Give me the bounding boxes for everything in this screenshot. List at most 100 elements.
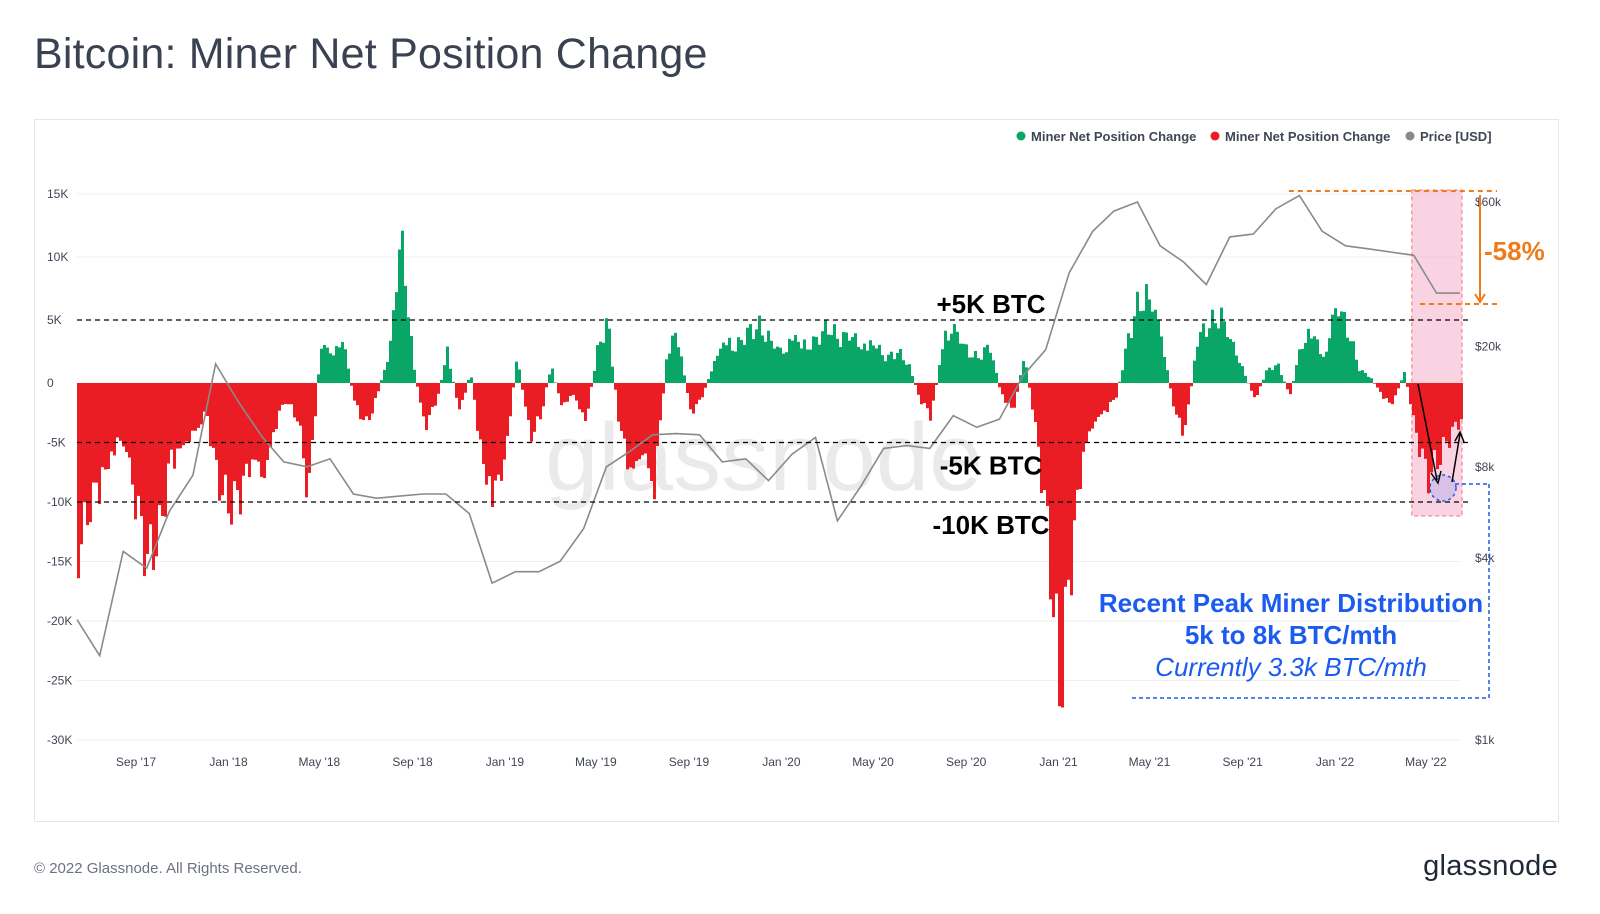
net-position-bar xyxy=(731,350,734,383)
net-position-bar xyxy=(1172,383,1175,407)
net-position-bar xyxy=(284,383,287,405)
net-position-bar xyxy=(1067,383,1070,580)
net-position-bar xyxy=(944,330,947,383)
net-position-bar xyxy=(1454,383,1457,422)
x-axis-labels: Sep '17 Jan '18 May '18 Sep '18 Jan '19 May '… xyxy=(116,755,1447,769)
net-position-bar xyxy=(539,383,542,420)
right-axis-tick: $4k xyxy=(1475,551,1495,565)
net-position-bar xyxy=(1139,311,1142,383)
net-position-bar xyxy=(1316,339,1319,383)
net-position-bar xyxy=(377,383,380,392)
net-position-bar xyxy=(263,383,266,479)
net-position-bar xyxy=(452,381,455,383)
net-position-bar xyxy=(104,383,107,470)
net-position-bar xyxy=(749,324,752,383)
net-position-bar xyxy=(920,383,923,405)
net-position-bar xyxy=(764,341,767,383)
net-position-bar xyxy=(179,383,182,449)
net-position-bar xyxy=(428,383,431,416)
net-position-bar xyxy=(869,340,872,383)
net-position-bar xyxy=(509,383,512,417)
net-position-bar xyxy=(1286,383,1289,390)
up-arrowhead xyxy=(1454,430,1465,443)
net-position-bar xyxy=(824,320,827,383)
net-position-bar xyxy=(1121,370,1124,383)
net-position-bar xyxy=(1322,356,1325,383)
net-position-bar xyxy=(356,383,359,406)
net-position-bar xyxy=(242,383,245,476)
net-position-bar xyxy=(401,230,404,383)
watermark: glassnode xyxy=(545,404,983,511)
net-position-bar xyxy=(413,369,416,383)
net-position-bar xyxy=(1058,383,1061,707)
net-position-bar xyxy=(722,342,725,383)
net-position-bar xyxy=(278,383,281,411)
net-position-bar xyxy=(107,383,110,470)
net-position-bar xyxy=(344,349,347,383)
net-position-bar xyxy=(1259,383,1262,387)
net-position-bar xyxy=(1397,383,1400,389)
net-position-bar xyxy=(116,383,119,438)
net-position-bar xyxy=(422,383,425,417)
net-position-bar xyxy=(755,329,758,383)
net-position-bar xyxy=(434,383,437,406)
net-position-bar xyxy=(449,368,452,383)
net-position-bar xyxy=(332,355,335,383)
net-position-bar xyxy=(1265,370,1268,383)
net-position-bar xyxy=(326,347,329,383)
net-position-bar xyxy=(314,383,317,417)
net-position-bar xyxy=(1052,383,1055,618)
net-position-bar xyxy=(857,346,860,383)
net-position-bar xyxy=(1190,383,1193,387)
net-position-bar xyxy=(581,383,584,413)
right-axis-tick: $20k xyxy=(1475,339,1502,353)
net-position-bar xyxy=(1178,383,1181,418)
net-position-bar xyxy=(812,336,815,383)
net-position-bar xyxy=(83,383,86,503)
net-position-bar xyxy=(1199,331,1202,383)
net-position-bar xyxy=(638,383,641,460)
net-position-bar xyxy=(560,383,563,406)
net-position-bar xyxy=(245,383,248,464)
net-position-bar xyxy=(1412,383,1415,416)
net-position-bar xyxy=(710,371,713,383)
net-position-bar xyxy=(1088,383,1091,432)
net-position-bar xyxy=(1127,333,1130,383)
net-position-bar xyxy=(1208,328,1211,383)
net-position-bar xyxy=(692,383,695,414)
net-position-bar xyxy=(878,344,881,383)
net-position-bar xyxy=(257,383,260,462)
net-position-bar xyxy=(719,348,722,383)
net-position-bar xyxy=(854,333,857,383)
net-position-bar xyxy=(1175,383,1178,415)
net-position-bar xyxy=(677,347,680,383)
net-position-bar xyxy=(1439,383,1442,465)
net-position-bar xyxy=(1277,363,1280,383)
net-position-bar xyxy=(530,383,533,442)
net-position-bar xyxy=(302,383,305,459)
net-position-bar xyxy=(1319,354,1322,383)
net-position-bar xyxy=(1241,366,1244,383)
net-position-bar xyxy=(1292,380,1295,383)
net-position-bar xyxy=(1226,337,1229,383)
net-position-bar xyxy=(266,383,269,460)
net-position-bar xyxy=(305,383,308,498)
net-position-bar xyxy=(776,346,779,383)
net-position-bar xyxy=(623,383,626,439)
net-position-bar xyxy=(512,383,515,388)
net-position-bar xyxy=(905,364,908,383)
net-position-bar xyxy=(485,383,488,485)
net-position-bar xyxy=(1151,311,1154,383)
net-position-bar xyxy=(101,383,104,468)
net-position-bar xyxy=(680,356,683,383)
net-position-bar xyxy=(470,377,473,383)
net-position-bar xyxy=(686,383,689,394)
net-position-bar xyxy=(584,383,587,421)
net-position-bar xyxy=(632,383,635,469)
net-position-bar xyxy=(1328,338,1331,383)
net-position-bar xyxy=(260,383,263,477)
net-position-bar xyxy=(1091,383,1094,429)
net-position-bar xyxy=(1442,383,1445,437)
net-position-bar xyxy=(701,383,704,398)
x-axis-tick: Jan '19 xyxy=(486,755,525,769)
